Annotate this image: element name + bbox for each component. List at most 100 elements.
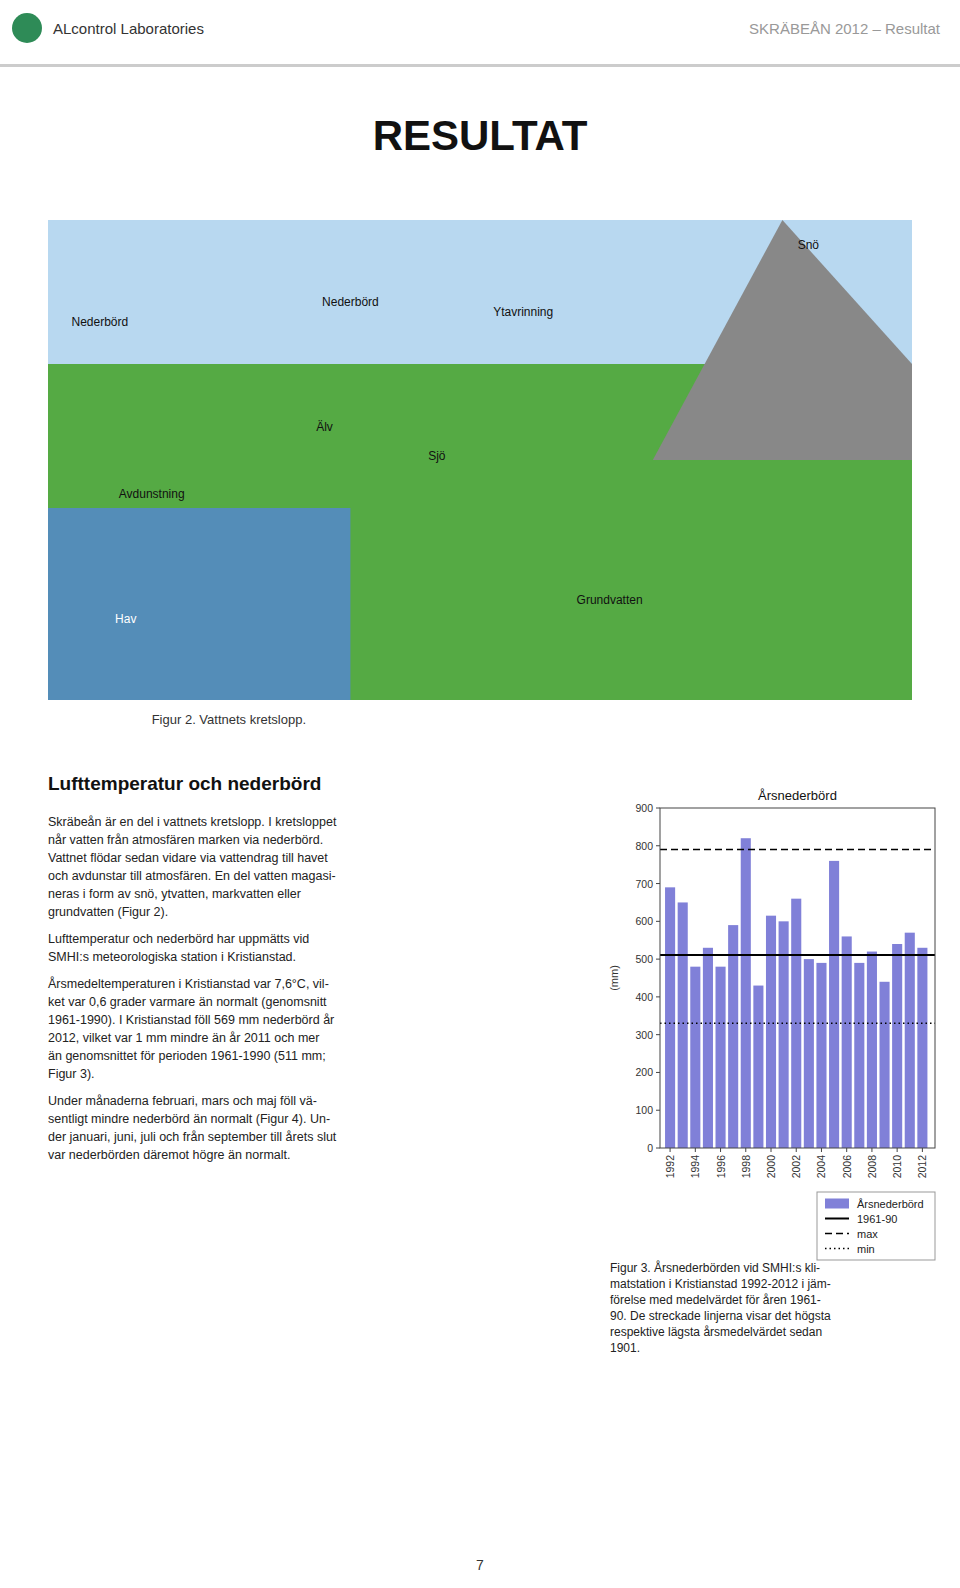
plot-marks	[660, 838, 935, 1148]
bar	[741, 838, 751, 1148]
x-tick	[670, 1148, 671, 1152]
x-tick-label: 1998	[740, 1155, 752, 1179]
y-tick	[656, 808, 660, 809]
chart: Årsnederbörd(mm)010020030040050060070080…	[608, 788, 935, 1260]
x-tick	[695, 1148, 696, 1152]
illustration-label: Hav	[115, 612, 136, 626]
figure-caption-line: Figur 3. Årsnederbörden vid SMHI:s kli-	[610, 1260, 820, 1275]
legend-swatch	[825, 1199, 849, 1209]
x-tick-label: 2000	[765, 1155, 777, 1179]
figure-caption-line: förelse med medelvärdet för åren 1961-	[610, 1293, 821, 1307]
bar	[665, 887, 675, 1148]
body-line: SMHI:s meteorologiska station i Kristian…	[48, 950, 296, 964]
figure-caption-line: 90. De streckade linjerna visar det högs…	[610, 1309, 831, 1323]
page-background	[0, 0, 960, 1588]
y-tick-label: 0	[647, 1142, 653, 1154]
section-title: RESULTAT	[373, 112, 588, 159]
y-tick-label: 200	[635, 1066, 653, 1078]
y-tick	[656, 921, 660, 922]
illustration-label: Snö	[798, 238, 820, 252]
y-tick-label: 800	[635, 840, 653, 852]
body-line: Under månaderna februari, mars och maj f…	[48, 1094, 317, 1108]
x-tick-label: 1992	[664, 1155, 676, 1179]
body-line: Skräbeån är en del i vattnets kretslopp.…	[48, 815, 337, 829]
x-tick	[846, 1148, 847, 1152]
bar	[753, 986, 763, 1148]
reference-line	[660, 954, 935, 956]
illustration-sea	[48, 508, 350, 700]
illustration-label: Nederbörd	[71, 315, 128, 329]
legend-box	[817, 1192, 935, 1260]
x-tick-label: 2006	[841, 1155, 853, 1179]
x-tick	[745, 1148, 746, 1152]
body-line: och avdunstar till atmosfären. En del va…	[48, 869, 336, 883]
illustration-label: Älv	[316, 420, 333, 434]
header-rule	[0, 64, 960, 67]
page-number: 7	[476, 1557, 484, 1573]
y-tick	[656, 883, 660, 884]
y-tick-label: 700	[635, 878, 653, 890]
figure-caption-line: matstation i Kristianstad 1992-2012 i jä…	[610, 1277, 831, 1291]
reference-line	[660, 1023, 935, 1025]
bar	[703, 948, 713, 1148]
chart-title: Årsnederbörd	[758, 788, 837, 803]
x-tick	[821, 1148, 822, 1152]
bar	[690, 967, 700, 1148]
bar	[728, 925, 738, 1148]
bar	[829, 861, 839, 1148]
x-tick-label: 2012	[916, 1155, 928, 1179]
legend-label: max	[857, 1228, 878, 1240]
y-tick-label: 400	[635, 991, 653, 1003]
bar	[766, 916, 776, 1148]
y-tick-label: 100	[635, 1104, 653, 1116]
x-tick	[871, 1148, 872, 1152]
y-tick	[656, 959, 660, 960]
y-tick-label: 300	[635, 1029, 653, 1041]
legend: Årsnederbörd1961-90maxmin	[817, 1192, 935, 1260]
illustration-mountain	[653, 220, 912, 460]
bar	[678, 902, 688, 1148]
body-line: grundvatten (Figur 2).	[48, 905, 168, 919]
y-tick	[656, 996, 660, 997]
x-tick-label: 2010	[891, 1155, 903, 1179]
section-heading: Lufttemperatur och nederbörd	[48, 773, 321, 794]
x-tick	[922, 1148, 923, 1152]
header-title-right: SKRÄBEÅN 2012 – Resultat	[749, 20, 941, 37]
bar	[917, 948, 927, 1148]
figure-caption: Figur 2. Vattnets kretslopp.	[152, 712, 306, 727]
y-tick	[656, 1148, 660, 1149]
illustration-label: Nederbörd	[322, 295, 379, 309]
legend-label: 1961-90	[857, 1213, 897, 1225]
x-tick	[897, 1148, 898, 1152]
x-tick-label: 2008	[866, 1155, 878, 1179]
bar	[804, 959, 814, 1148]
body-line: var nederbörden däremot högre än normalt…	[48, 1148, 291, 1162]
y-tick-label: 600	[635, 915, 653, 927]
body-line: Lufttemperatur och nederbörd har uppmätt…	[48, 932, 309, 946]
body-line: neras i form av snö, ytvatten, markvatte…	[48, 887, 301, 901]
body-line: Vattnet flödar sedan vidare via vattendr…	[48, 851, 328, 865]
bar	[867, 952, 877, 1148]
body-text: Lufttemperatur och nederbörd Skräbeån är …	[48, 773, 337, 1162]
y-tick-label: 900	[635, 802, 653, 814]
x-tick	[796, 1148, 797, 1152]
illustration-label: Ytavrinning	[493, 305, 553, 319]
body-line: der januari, juni, juli och från septemb…	[48, 1130, 337, 1144]
y-tick	[656, 1034, 660, 1035]
y-tick	[656, 845, 660, 846]
illustration-label: Grundvatten	[577, 593, 643, 607]
x-tick-label: 2002	[790, 1155, 802, 1179]
legend-swatch	[825, 1248, 849, 1250]
illustration: NederbördNederbördYtavrinningSnöAvdunstn…	[48, 220, 912, 700]
body-line: når vatten från atmosfären marken via ne…	[48, 833, 323, 847]
body-line: Årsmedeltemperaturen i Kristianstad var …	[48, 976, 329, 991]
y-tick	[656, 1072, 660, 1073]
figure-caption-line: 1901.	[610, 1341, 640, 1355]
plot-frame	[660, 808, 935, 1148]
bar	[854, 963, 864, 1148]
header-title-left: ALcontrol Laboratories	[53, 20, 204, 37]
x-tick	[720, 1148, 721, 1152]
bar	[905, 933, 915, 1148]
legend-label: Årsnederbörd	[857, 1198, 924, 1210]
bar	[816, 963, 826, 1148]
